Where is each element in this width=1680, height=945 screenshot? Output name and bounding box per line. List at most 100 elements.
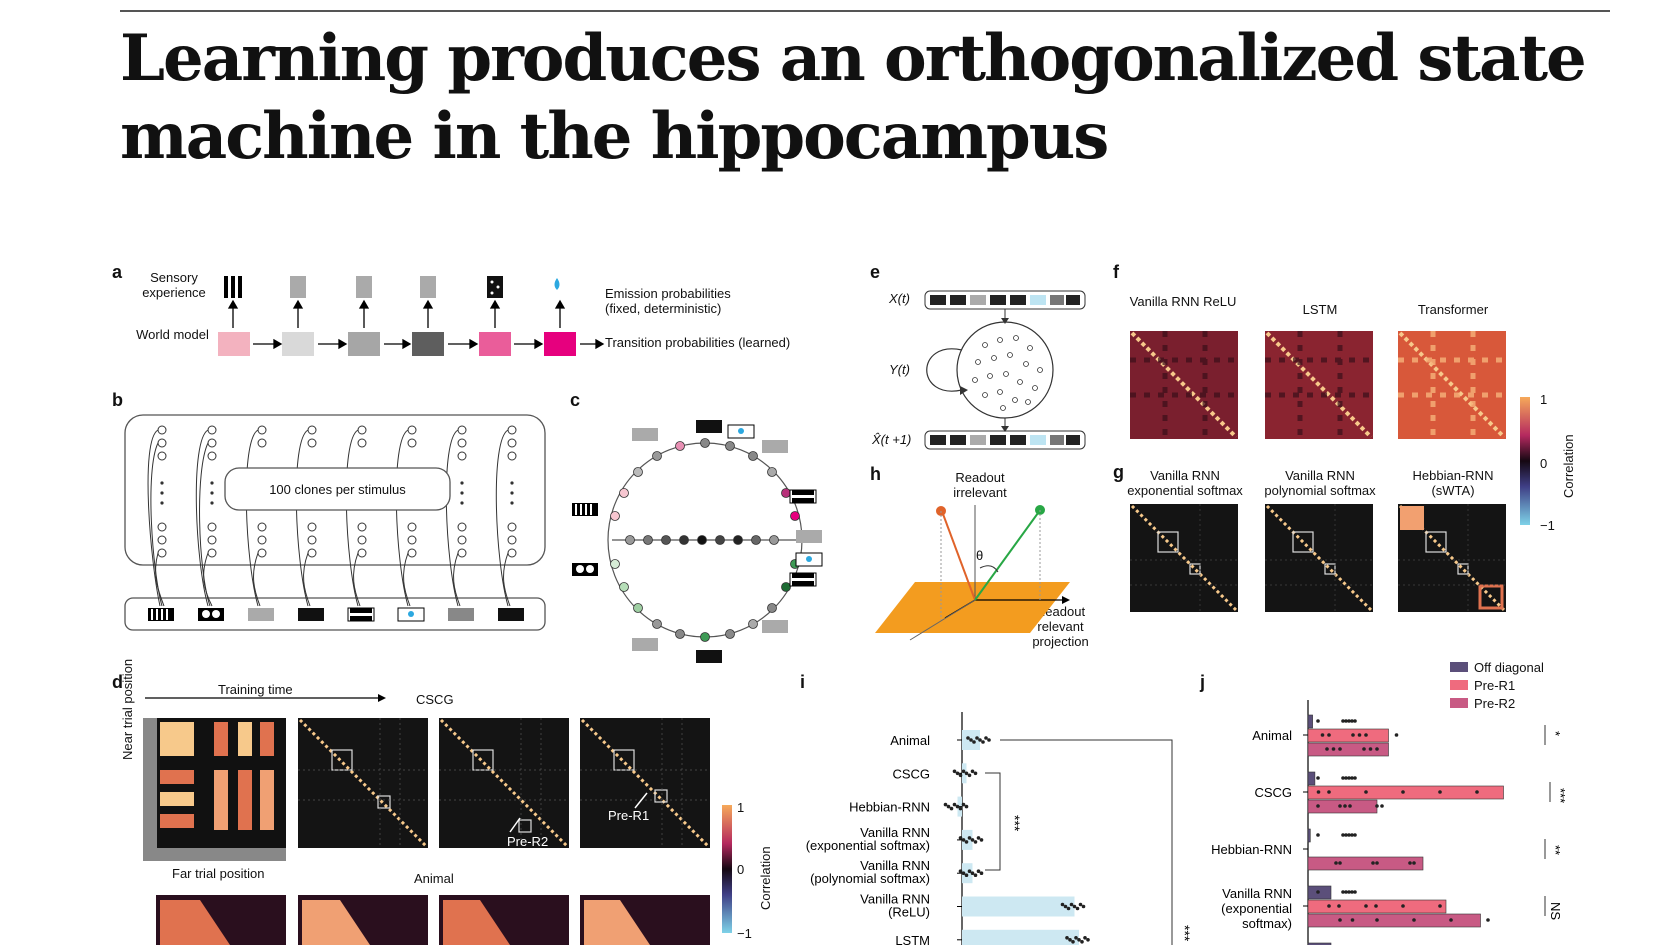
bar-off-diagonal — [1307, 771, 1316, 786]
data-point — [1364, 790, 1368, 794]
data-point — [972, 740, 976, 744]
readout-relevant-projection-label: Readout relevant projection — [1032, 604, 1089, 649]
stimulus-gray-icon — [356, 276, 372, 298]
data-point — [1327, 790, 1331, 794]
data-point — [961, 838, 966, 842]
data-point — [1344, 776, 1348, 780]
heatmap-vanilla-relu — [1130, 331, 1238, 439]
data-point — [958, 869, 963, 873]
heatmap-cscg-2 — [439, 718, 569, 848]
stimulus-gray-icon — [420, 276, 436, 298]
data-point — [1075, 906, 1080, 911]
bar-pre-r2 — [1307, 856, 1424, 871]
data-point — [1412, 861, 1416, 865]
model-hebbian-swta: Hebbian-RNN (sWTA) — [1412, 468, 1494, 498]
heatmap-pre — [157, 718, 286, 848]
data-point — [973, 873, 978, 877]
tick-label: LSTM — [895, 933, 930, 945]
state-box — [282, 332, 314, 356]
data-point — [1316, 804, 1320, 808]
data-point — [1364, 733, 1368, 737]
state-axis-frame — [143, 718, 286, 861]
data-point — [1063, 904, 1068, 909]
legend-label: Pre-R1 — [1474, 677, 1516, 693]
data-point — [1374, 904, 1378, 908]
data-point — [1077, 938, 1081, 942]
x-t-label: X(t) — [889, 291, 910, 306]
panel-i-label: i — [800, 672, 806, 692]
tick-label: CSCG — [1254, 785, 1292, 800]
bar-off-diagonal — [1307, 828, 1311, 843]
model-vanilla-poly-softmax: Vanilla RNN polynomial softmax — [1264, 468, 1376, 498]
data-point — [1348, 804, 1352, 808]
data-point — [949, 806, 954, 811]
recurrent-network — [956, 321, 1054, 419]
data-point — [964, 771, 969, 776]
model-vanilla-exp-softmax: Vanilla RNN exponential softmax — [1127, 468, 1243, 498]
data-point — [981, 740, 985, 744]
data-point — [1347, 890, 1351, 894]
heatmap-cscg-1 — [298, 718, 428, 848]
data-point — [1375, 861, 1379, 865]
bar-off-diagonal — [1307, 714, 1313, 729]
data-point — [1078, 902, 1083, 907]
data-point — [952, 802, 957, 807]
legend-swatch — [1450, 680, 1468, 690]
data-point — [943, 802, 948, 807]
model-lstm: LSTM — [1302, 302, 1338, 317]
tick-label: Animal — [1252, 728, 1292, 743]
tick-label: CSCG — [892, 766, 930, 781]
panel-c-label: c — [570, 390, 581, 410]
data-point — [1327, 733, 1331, 737]
tick-label: Hebbian-RNN — [849, 800, 930, 815]
sig-bracket — [1000, 739, 1173, 945]
data-point — [1350, 776, 1354, 780]
data-point — [969, 738, 973, 742]
data-point — [1060, 902, 1065, 907]
theta-label: θ — [976, 548, 984, 563]
data-point — [955, 804, 960, 809]
data-point — [1375, 747, 1379, 751]
data-point — [1337, 904, 1341, 908]
data-point — [984, 736, 988, 740]
top-rule — [120, 10, 1610, 12]
world-model-label: World model — [136, 327, 209, 342]
x-hat-label: X̂(t +1) — [872, 432, 912, 447]
bar — [962, 896, 1075, 917]
data-point — [1408, 861, 1412, 865]
data-point — [966, 736, 970, 740]
cbar-d-mid: 0 — [737, 862, 745, 877]
data-point — [1344, 719, 1348, 723]
panel-b-label: b — [112, 390, 123, 410]
legend-item: Pre-R2 — [1450, 694, 1544, 712]
bar-pre-r2 — [1307, 913, 1481, 928]
data-point — [1069, 902, 1074, 907]
data-point — [1375, 918, 1379, 922]
data-point — [964, 804, 969, 809]
title-line-2: machine in the hippocampus — [120, 99, 1109, 174]
data-point — [1364, 904, 1368, 908]
data-point — [1074, 936, 1078, 940]
data-point — [1066, 906, 1071, 911]
data-point — [1325, 747, 1329, 751]
data-point — [1334, 861, 1338, 865]
state-box — [479, 332, 511, 356]
near-trial-position-label: Near trial position — [120, 658, 135, 760]
data-point — [1344, 890, 1348, 894]
data-point — [1368, 747, 1373, 751]
tick-label: Hebbian-RNN — [1211, 842, 1292, 857]
panel-h-label: h — [870, 464, 881, 484]
tick-label: Vanilla RNN (exponential softmax) — [806, 825, 930, 853]
significance-label: NS — [1548, 902, 1563, 920]
data-point — [964, 840, 969, 844]
cbar-f-min: −1 — [1540, 518, 1555, 533]
tick-label: Animal — [890, 733, 930, 748]
data-point — [1086, 938, 1090, 942]
data-point — [1449, 918, 1453, 922]
data-point — [1401, 790, 1405, 794]
data-point — [1438, 790, 1442, 794]
heatmap-lstm — [1265, 331, 1373, 439]
data-point — [973, 771, 978, 776]
stimulus-gray-icon — [290, 276, 306, 298]
data-point — [958, 836, 963, 840]
